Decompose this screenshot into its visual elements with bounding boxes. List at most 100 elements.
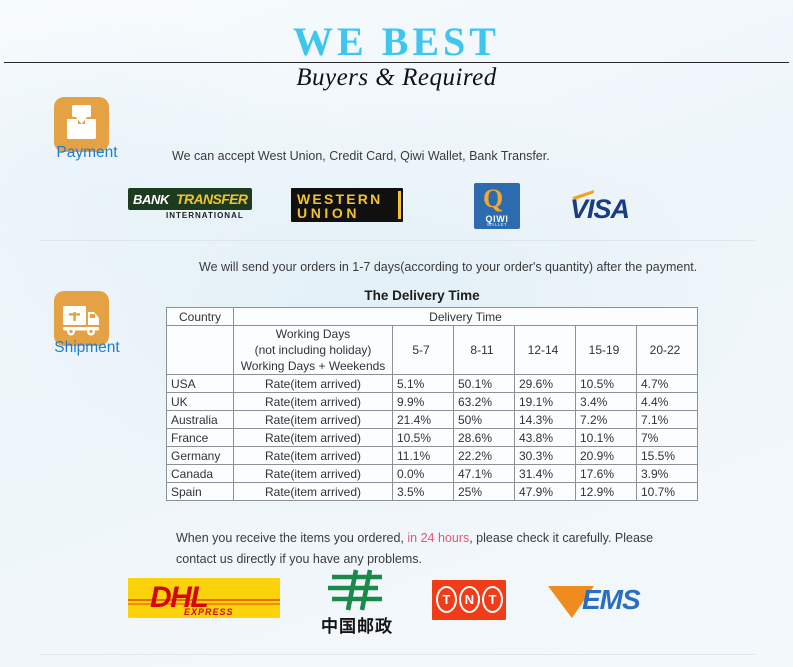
qiwi-wordmark: QIWI [485,214,509,224]
delivery-table-title: The Delivery Time [364,288,480,303]
header-delivery-time: Delivery Time [233,307,698,326]
table-row: USA Rate(item arrived) 5.1% 50.1% 29.6% 10.5%… [166,374,698,393]
cell-rate-5: 4.7% [636,374,698,393]
cell-country: Germany [166,446,234,465]
cell-rate-4: 10.5% [575,374,637,393]
header-country: Country [166,307,234,326]
tnt-letter-row: T N T [436,586,503,613]
tnt-letter-2: N [459,586,480,613]
cell-rate-label: Rate(item arrived) [233,482,393,501]
table-row: UK Rate(item arrived) 9.9% 63.2% 19.1% 3.4% 4.… [166,392,698,411]
bank-transfer-word-transfer: TRANSFER [176,191,248,207]
cell-rate-3: 31.4% [514,464,576,483]
cell-rate-2: 50% [453,410,515,429]
qiwi-q-mark: Q [483,184,504,213]
china-post-wordmark: 中国邮政 [321,617,393,637]
dhl-wordmark: DHL [150,581,209,614]
cell-country: USA [166,374,234,393]
cell-rate-1: 11.1% [392,446,454,465]
delivery-truck-icon [63,306,99,336]
cell-rate-4: 17.6% [575,464,637,483]
page-header: WE BEST Buyers & Required [0,0,793,100]
cell-rate-1: 3.5% [392,482,454,501]
table-header-row-1: Country Delivery Time [166,307,698,326]
cell-rate-label: Rate(item arrived) [233,392,393,411]
inspection-note-line2: contact us directly if you have any prob… [176,552,422,566]
shipment-section-label: Shipment [54,339,120,356]
cell-rate-1: 21.4% [392,410,454,429]
inspection-note: When you receive the items you ordered, … [176,528,696,570]
visa-logo: VISA [570,189,666,224]
table-row: Germany Rate(item arrived) 11.1% 22.2% 30.3%… [166,446,698,465]
header-range-3: 12-14 [514,325,576,375]
tnt-logo: T N T [432,580,506,620]
payment-icon [54,97,109,152]
header-working-days: Working Days (not including holiday) Worki… [233,325,393,375]
header-range-2: 8-11 [453,325,515,375]
cell-rate-1: 9.9% [392,392,454,411]
cell-rate-4: 10.1% [575,428,637,447]
cell-country: Spain [166,482,234,501]
cell-rate-label: Rate(item arrived) [233,428,393,447]
cell-country: Australia [166,410,234,429]
china-post-mark-icon [328,569,382,611]
tnt-letter-3: T [482,586,503,613]
bank-transfer-word-bank: BANK [133,192,169,207]
cell-rate-5: 3.9% [636,464,698,483]
download-inbox-icon [67,105,96,139]
cell-country: Canada [166,464,234,483]
header-range-5: 20-22 [636,325,698,375]
page-title: WE BEST [293,19,500,64]
payment-section-label: Payment [56,144,118,161]
cell-rate-3: 14.3% [514,410,576,429]
china-post-logo: 中国邮政 [308,568,406,637]
ems-logo: EMS [548,582,660,622]
table-row: Canada Rate(item arrived) 0.0% 47.1% 31.4% 17… [166,464,698,483]
cell-rate-5: 4.4% [636,392,698,411]
cell-rate-label: Rate(item arrived) [233,464,393,483]
cell-rate-3: 30.3% [514,446,576,465]
table-row: Spain Rate(item arrived) 3.5% 25% 47.9% 12.9%… [166,482,698,501]
cell-rate-label: Rate(item arrived) [233,374,393,393]
dhl-background [128,578,280,618]
header-blank [166,325,234,375]
shipment-icon [54,291,109,346]
header-divider [4,62,789,63]
western-union-line1: WESTERN [297,191,383,207]
cell-rate-5: 7.1% [636,410,698,429]
inspection-note-before: When you receive the items you ordered, [176,531,408,545]
tnt-letter-1: T [436,586,457,613]
inspection-note-highlight: in 24 hours [407,531,470,545]
cell-rate-5: 7% [636,428,698,447]
cell-rate-1: 10.5% [392,428,454,447]
section-divider-top [40,240,755,241]
cell-rate-4: 7.2% [575,410,637,429]
western-union-accent-bar [398,191,401,219]
ems-wordmark: EMS [582,584,641,615]
cell-rate-2: 28.6% [453,428,515,447]
cell-rate-5: 15.5% [636,446,698,465]
cell-rate-4: 20.9% [575,446,637,465]
cell-rate-label: Rate(item arrived) [233,410,393,429]
cell-country: UK [166,392,234,411]
cell-rate-4: 12.9% [575,482,637,501]
bank-transfer-logo: BANK TRANSFER INTERNATIONAL [128,188,252,222]
cell-rate-3: 43.8% [514,428,576,447]
qiwi-subtext: WALLET [486,222,508,227]
cell-rate-4: 3.4% [575,392,637,411]
cell-rate-2: 63.2% [453,392,515,411]
dhl-stripe-2 [128,603,280,605]
header-range-1: 5-7 [392,325,454,375]
cell-rate-2: 50.1% [453,374,515,393]
bank-transfer-bar [128,188,252,210]
cell-rate-3: 29.6% [514,374,576,393]
payment-description: We can accept West Union, Credit Card, Q… [172,149,550,163]
cell-country: France [166,428,234,447]
cell-rate-1: 0.0% [392,464,454,483]
page-subtitle: Buyers & Required [296,64,497,91]
cell-rate-3: 19.1% [514,392,576,411]
visa-wordmark: VISA [570,194,630,224]
qiwi-logo: Q QIWI WALLET [474,183,520,229]
table-header-row-2: Working Days (not including holiday) Worki… [166,325,698,375]
